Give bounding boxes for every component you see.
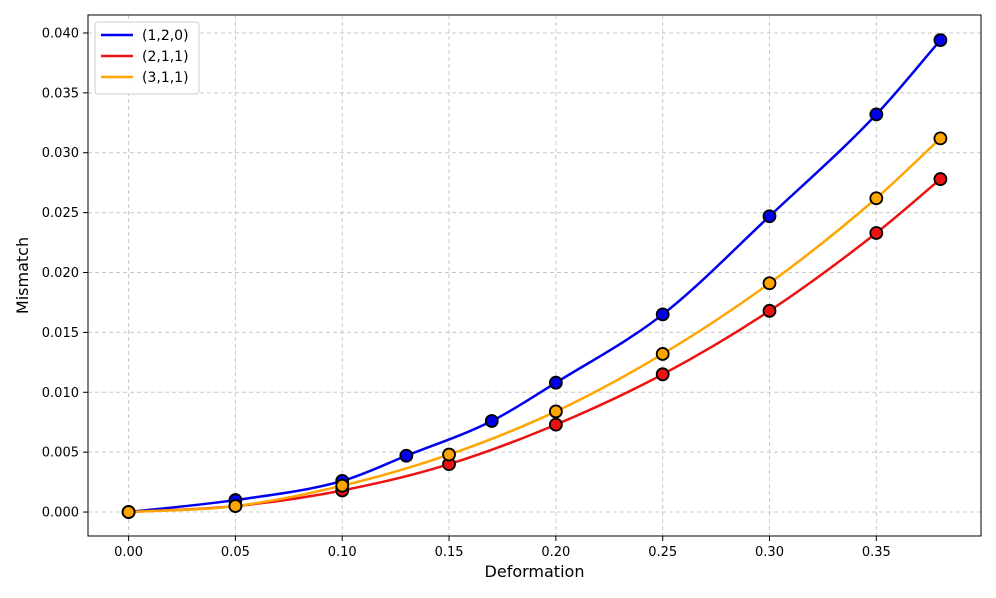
- y-tick-label: 0.010: [42, 386, 79, 401]
- series-line-2: [128, 178, 942, 514]
- x-axis-ticks: 0.00 0.05 0.10 0.15 0.20 0.25 0.30 0.35: [114, 536, 891, 560]
- data-point-series-3: [335, 478, 350, 493]
- y-tick-label: 0.020: [42, 266, 79, 281]
- data-point-series-3: [933, 131, 948, 146]
- x-tick-label: 0.25: [648, 545, 677, 560]
- data-point-series-1: [399, 448, 414, 463]
- data-point-series-2: [933, 172, 948, 186]
- data-point-series-3: [869, 191, 884, 206]
- data-point-series-1: [762, 209, 777, 224]
- data-point-series-3: [121, 505, 136, 519]
- series-line-3: [128, 137, 942, 514]
- series-points: [121, 33, 948, 519]
- y-axis-ticks: 0.000 0.005 0.010 0.015 0.020 0.025 0.030 0.035…: [42, 26, 88, 521]
- y-tick-label: 0.015: [42, 326, 79, 341]
- data-point-series-1: [933, 33, 948, 48]
- y-tick-label: 0.040: [42, 26, 79, 41]
- data-point-series-3: [762, 276, 777, 291]
- plot-frame: [87, 14, 982, 537]
- data-point-series-2: [869, 226, 884, 240]
- data-point-series-3: [548, 404, 563, 419]
- x-tick-label: 0.20: [541, 545, 570, 560]
- y-tick-label: 0.025: [42, 206, 79, 221]
- data-point-series-2: [762, 303, 777, 318]
- y-tick-label: 0.005: [42, 446, 79, 461]
- legend-label: (3,1,1): [142, 70, 189, 86]
- x-tick-label: 0.05: [221, 545, 250, 560]
- series-lines: [128, 39, 942, 514]
- x-tick-label: 0.10: [328, 545, 357, 560]
- data-point-series-1: [548, 375, 563, 390]
- y-tick-label: 0.030: [42, 146, 79, 161]
- data-point-series-3: [442, 447, 456, 462]
- data-point-series-1: [655, 307, 670, 322]
- data-point-series-1: [869, 107, 884, 122]
- data-point-series-2: [548, 417, 563, 432]
- x-tick-label: 0.30: [755, 545, 784, 560]
- legend-label: (1,2,0): [142, 28, 189, 44]
- x-tick-label: 0.35: [862, 545, 891, 560]
- y-tick-label: 0.035: [42, 86, 79, 101]
- data-point-series-1: [484, 414, 499, 428]
- data-point-series-3: [655, 347, 670, 361]
- legend-label: (2,1,1): [142, 49, 189, 65]
- series-line-1: [128, 39, 942, 514]
- y-axis-title: Mismatch: [13, 237, 32, 314]
- grid: [88, 15, 981, 536]
- legend: (1,2,0) (2,1,1) (3,1,1): [94, 21, 200, 95]
- y-tick-label: 0.000: [42, 506, 79, 521]
- x-tick-label: 0.15: [435, 545, 464, 560]
- x-tick-label: 0.00: [114, 545, 143, 560]
- data-point-series-3: [228, 499, 243, 513]
- x-axis-title: Deformation: [485, 562, 585, 581]
- data-point-series-2: [655, 367, 670, 382]
